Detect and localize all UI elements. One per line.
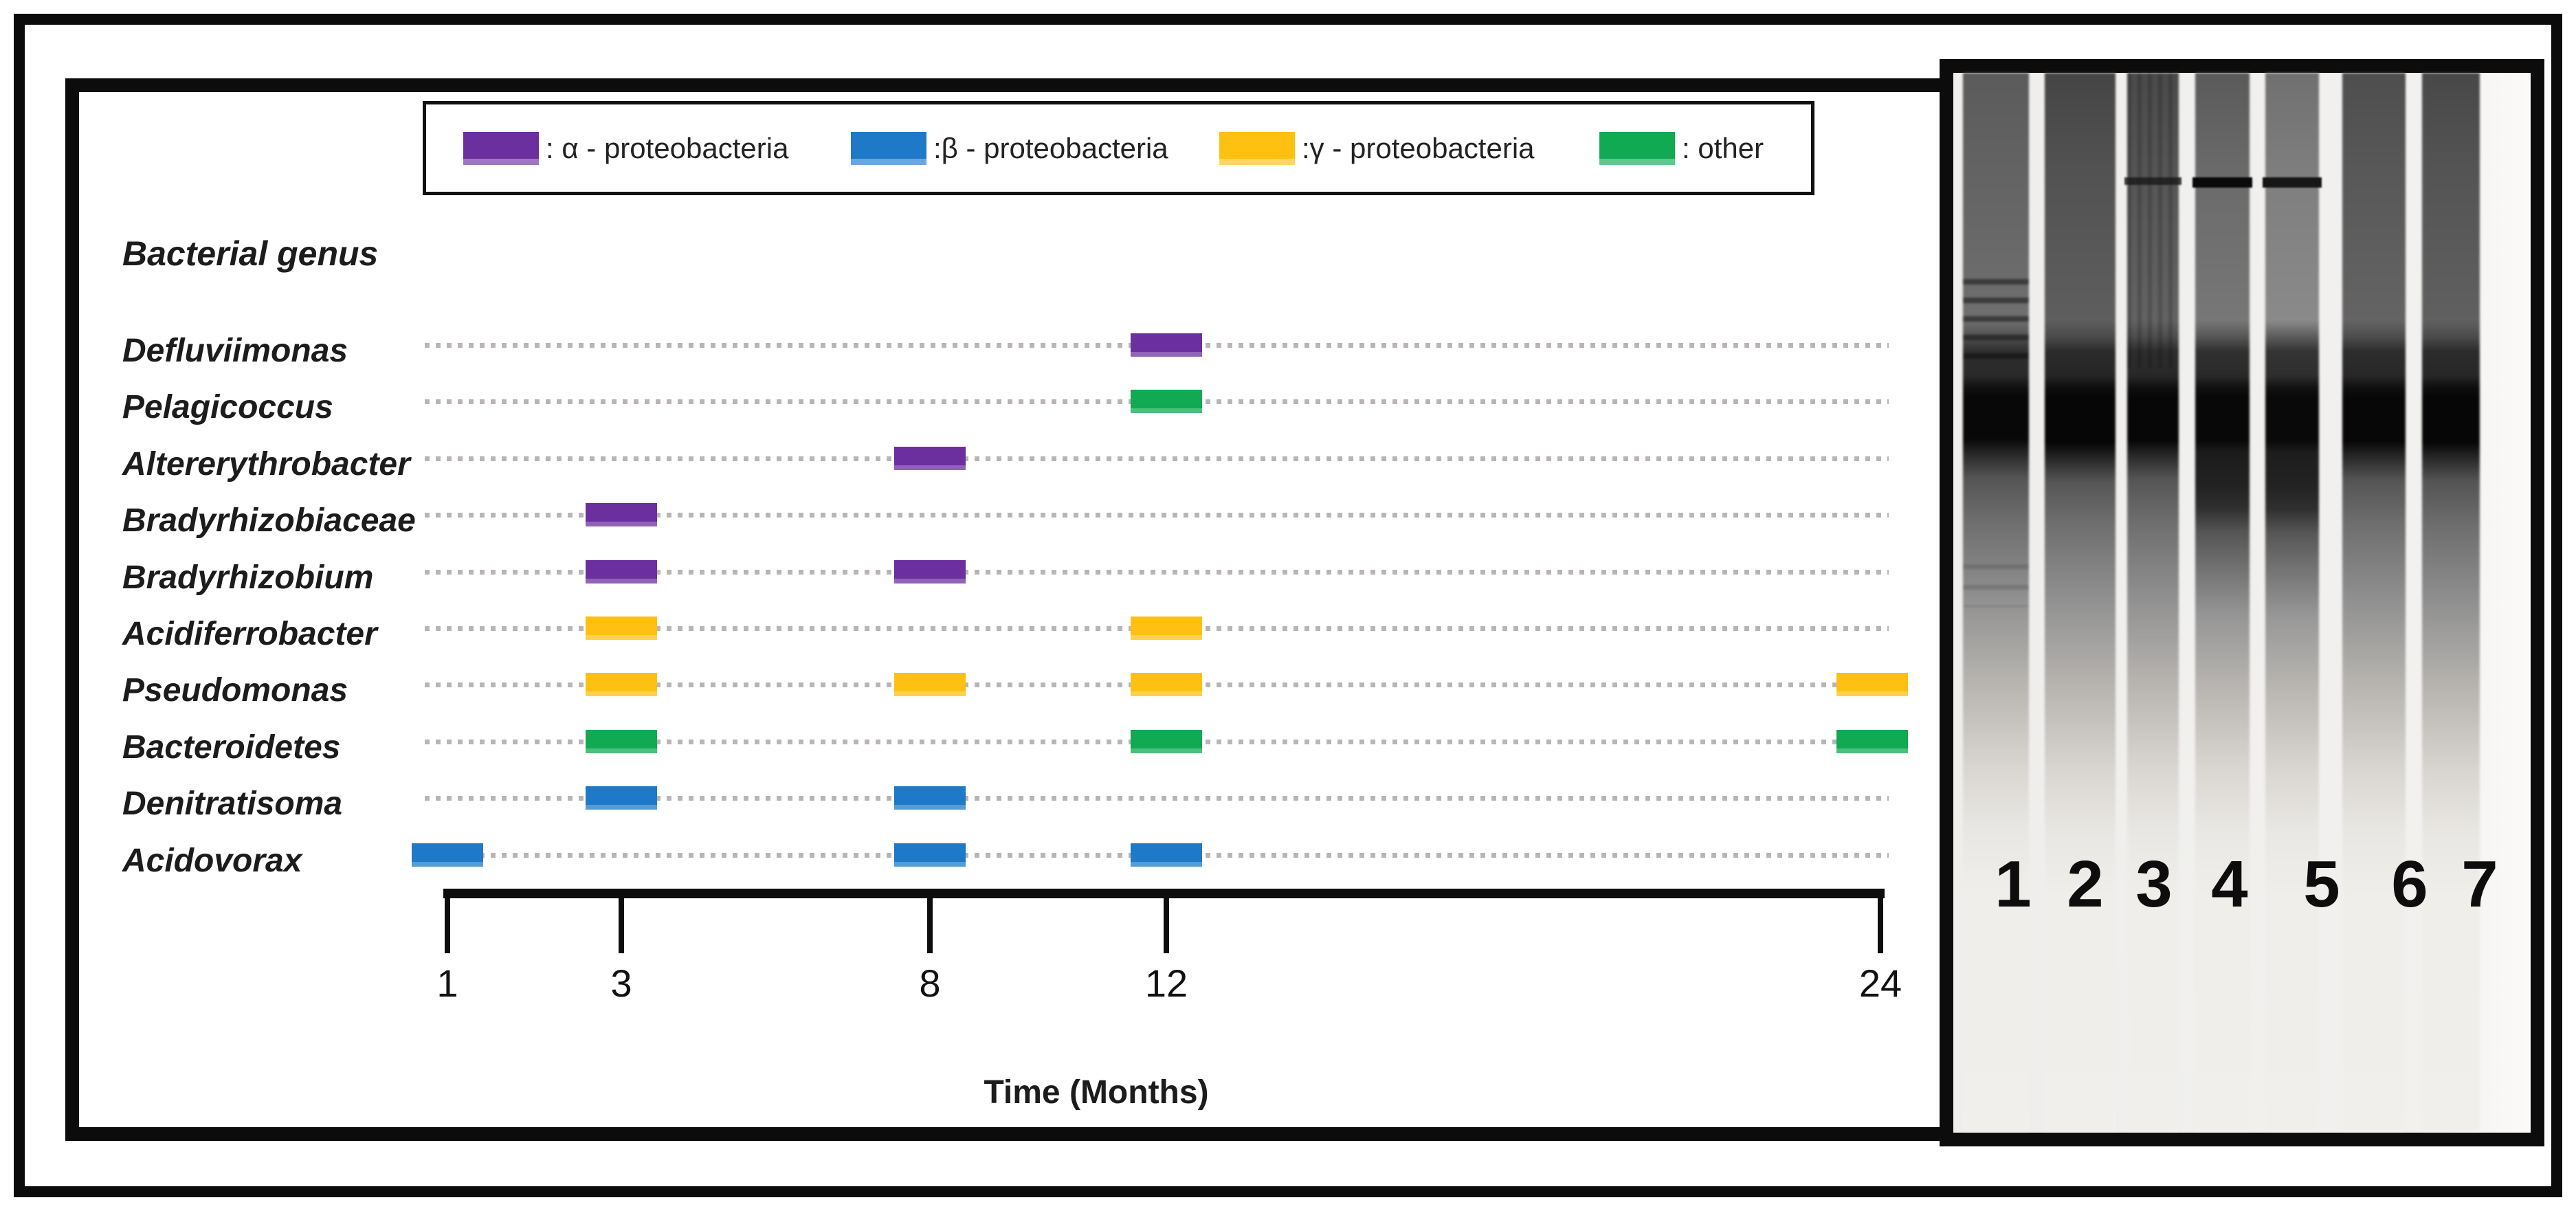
figure-outer-border bbox=[14, 14, 2562, 1197]
legend-item-label: : other bbox=[1682, 132, 1764, 164]
presence-bar-gamma-month-24 bbox=[1836, 673, 1908, 696]
x-axis-tick bbox=[1164, 889, 1169, 953]
presence-bar-other-month-24 bbox=[1836, 730, 1908, 753]
x-axis-tick bbox=[1878, 889, 1883, 953]
leader-dots bbox=[425, 513, 1889, 518]
presence-bar-beta-month-8 bbox=[894, 843, 966, 867]
genus-label: Acidovorax bbox=[122, 843, 302, 879]
presence-bar-gamma-month-12 bbox=[1131, 673, 1202, 696]
presence-bar-gamma-month-3 bbox=[586, 616, 657, 640]
gel-lane-number: 1 bbox=[1995, 847, 2032, 921]
genus-label: Bradyrhizobium bbox=[122, 559, 374, 596]
genus-label: Pelagicoccus bbox=[122, 389, 333, 425]
gel-lane bbox=[2422, 73, 2480, 1131]
x-axis-tick-label: 3 bbox=[610, 962, 632, 1005]
gel-lane bbox=[1963, 73, 2029, 1131]
gel-lane1-banding bbox=[1963, 279, 2029, 370]
gel-lane1-faint-banding bbox=[1963, 564, 2029, 607]
leader-dots bbox=[425, 570, 1889, 575]
presence-bar-other-month-12 bbox=[1131, 390, 1202, 413]
gel-lane bbox=[2265, 73, 2319, 1131]
presence-bar-other-month-3 bbox=[586, 730, 657, 753]
legend-swatch-other bbox=[1599, 132, 1675, 165]
x-axis-title: Time (Months) bbox=[984, 1074, 1209, 1111]
presence-bar-gamma-month-3 bbox=[586, 673, 657, 696]
genus-label: Defluviimonas bbox=[122, 333, 348, 369]
presence-bar-alpha-month-8 bbox=[894, 560, 966, 584]
genus-label: Acidiferrobacter bbox=[122, 616, 377, 652]
x-axis-tick bbox=[619, 889, 624, 953]
gel-sharp-band-lane-3 bbox=[2124, 177, 2181, 185]
legend-item: : other bbox=[1599, 128, 1764, 169]
legend-item: :γ - proteobacteria bbox=[1219, 128, 1535, 169]
gel-lane-number: 4 bbox=[2211, 847, 2248, 921]
gel-lane bbox=[2195, 73, 2250, 1131]
genus-label: Bradyrhizobiaceae bbox=[122, 502, 416, 539]
gel-sharp-band-lane-5 bbox=[2263, 177, 2322, 188]
gel-lane bbox=[2045, 73, 2116, 1131]
x-axis-tick bbox=[927, 889, 933, 953]
gel-sharp-band-lane-4 bbox=[2192, 177, 2252, 188]
presence-bar-beta-month-8 bbox=[894, 786, 966, 810]
presence-bar-beta-month-1 bbox=[412, 843, 483, 867]
presence-bar-alpha-month-3 bbox=[586, 503, 657, 526]
presence-bar-gamma-month-8 bbox=[894, 673, 966, 696]
presence-bar-alpha-month-12 bbox=[1131, 333, 1202, 357]
presence-bar-beta-month-3 bbox=[586, 786, 657, 810]
presence-bar-alpha-month-8 bbox=[894, 447, 966, 470]
gel-lane-number: 6 bbox=[2391, 847, 2428, 921]
y-axis-header: Bacterial genus bbox=[122, 234, 379, 273]
presence-bar-beta-month-12 bbox=[1131, 843, 1202, 867]
gel-lane3-streaks bbox=[2127, 73, 2179, 368]
gel-lane-number: 3 bbox=[2135, 847, 2173, 921]
presence-bar-other-month-12 bbox=[1131, 730, 1202, 753]
leader-dots bbox=[425, 456, 1889, 461]
legend-swatch-gamma bbox=[1219, 132, 1295, 165]
genus-label: Altererythrobacter bbox=[122, 446, 410, 482]
legend-box bbox=[423, 101, 1814, 195]
presence-bar-alpha-month-3 bbox=[586, 560, 657, 584]
x-axis-tick bbox=[445, 889, 450, 953]
genus-label: Pseudomonas bbox=[122, 672, 348, 709]
legend-item-label: :γ - proteobacteria bbox=[1302, 132, 1535, 164]
legend-item-label: : α - proteobacteria bbox=[546, 132, 789, 164]
x-axis-tick-label: 12 bbox=[1144, 962, 1188, 1005]
x-axis-tick-label: 24 bbox=[1858, 962, 1902, 1005]
x-axis-tick-label: 1 bbox=[436, 962, 458, 1005]
genus-label: Bacteroidetes bbox=[122, 729, 341, 766]
presence-bar-gamma-month-12 bbox=[1131, 616, 1202, 640]
gel-lane-number: 2 bbox=[2067, 847, 2104, 921]
legend-item: :β - proteobacteria bbox=[851, 128, 1168, 169]
legend-item: : α - proteobacteria bbox=[463, 128, 788, 169]
gel-lane bbox=[2127, 73, 2179, 1131]
leader-dots bbox=[425, 796, 1889, 801]
legend-swatch-beta bbox=[851, 132, 926, 165]
legend-swatch-alpha bbox=[463, 132, 539, 165]
legend-item-label: :β - proteobacteria bbox=[933, 132, 1168, 164]
gel-lane-number: 5 bbox=[2303, 847, 2340, 921]
genus-label: Denitratisoma bbox=[122, 786, 343, 822]
x-axis-tick-label: 8 bbox=[919, 962, 941, 1005]
gel-lane bbox=[2342, 73, 2406, 1131]
gel-lane-number: 7 bbox=[2461, 847, 2498, 921]
